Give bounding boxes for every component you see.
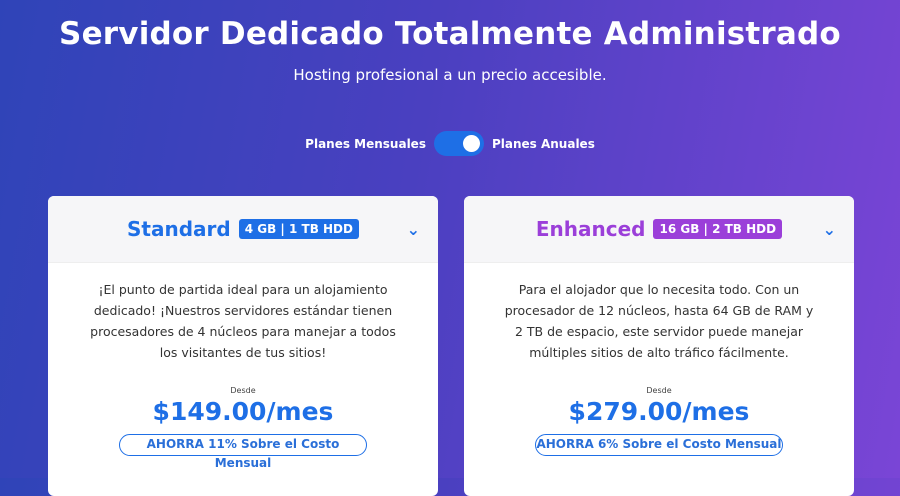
- plan-spec-badge: 16 GB | 2 TB HDD: [653, 219, 783, 239]
- plan-name: Standard: [127, 217, 231, 241]
- plan-header[interactable]: Standard 4 GB | 1 TB HDD ⌄: [48, 196, 438, 263]
- plan-spec-badge: 4 GB | 1 TB HDD: [238, 219, 359, 239]
- savings-badge: AHORRA 11% Sobre el Costo Mensual: [119, 434, 367, 470]
- price-from-label: Desde: [646, 386, 672, 395]
- plan-card-standard: Standard 4 GB | 1 TB HDD ⌄ ¡El punto de …: [48, 196, 438, 496]
- page-title: Servidor Dedicado Totalmente Administrad…: [59, 16, 841, 52]
- annual-label[interactable]: Planes Anuales: [491, 136, 595, 151]
- billing-switch[interactable]: [433, 131, 484, 156]
- page-subtitle: Hosting profesional a un precio accesibl…: [293, 66, 607, 84]
- savings-badge: AHORRA 6% Sobre el Costo Mensual: [535, 434, 783, 456]
- plan-header[interactable]: Enhanced 16 GB | 2 TB HDD ⌄: [464, 196, 854, 263]
- plan-price: $149.00/mes: [152, 397, 334, 426]
- plan-price: $279.00/mes: [568, 397, 750, 426]
- chevron-down-icon[interactable]: ⌄: [406, 220, 420, 239]
- switch-knob: [462, 135, 480, 152]
- plan-card-enhanced: Enhanced 16 GB | 2 TB HDD ⌄ Para el aloj…: [464, 196, 854, 496]
- billing-toggle: Planes Mensuales Planes Anuales: [0, 131, 900, 156]
- plan-description: ¡El punto de partida ideal para un aloja…: [90, 282, 396, 360]
- price-from-label: Desde: [230, 386, 256, 395]
- plan-name: Enhanced: [535, 217, 646, 241]
- monthly-label[interactable]: Planes Mensuales: [305, 136, 426, 151]
- plan-description: Para el alojador que lo necesita todo. C…: [504, 282, 814, 360]
- chevron-down-icon[interactable]: ⌄: [822, 220, 836, 239]
